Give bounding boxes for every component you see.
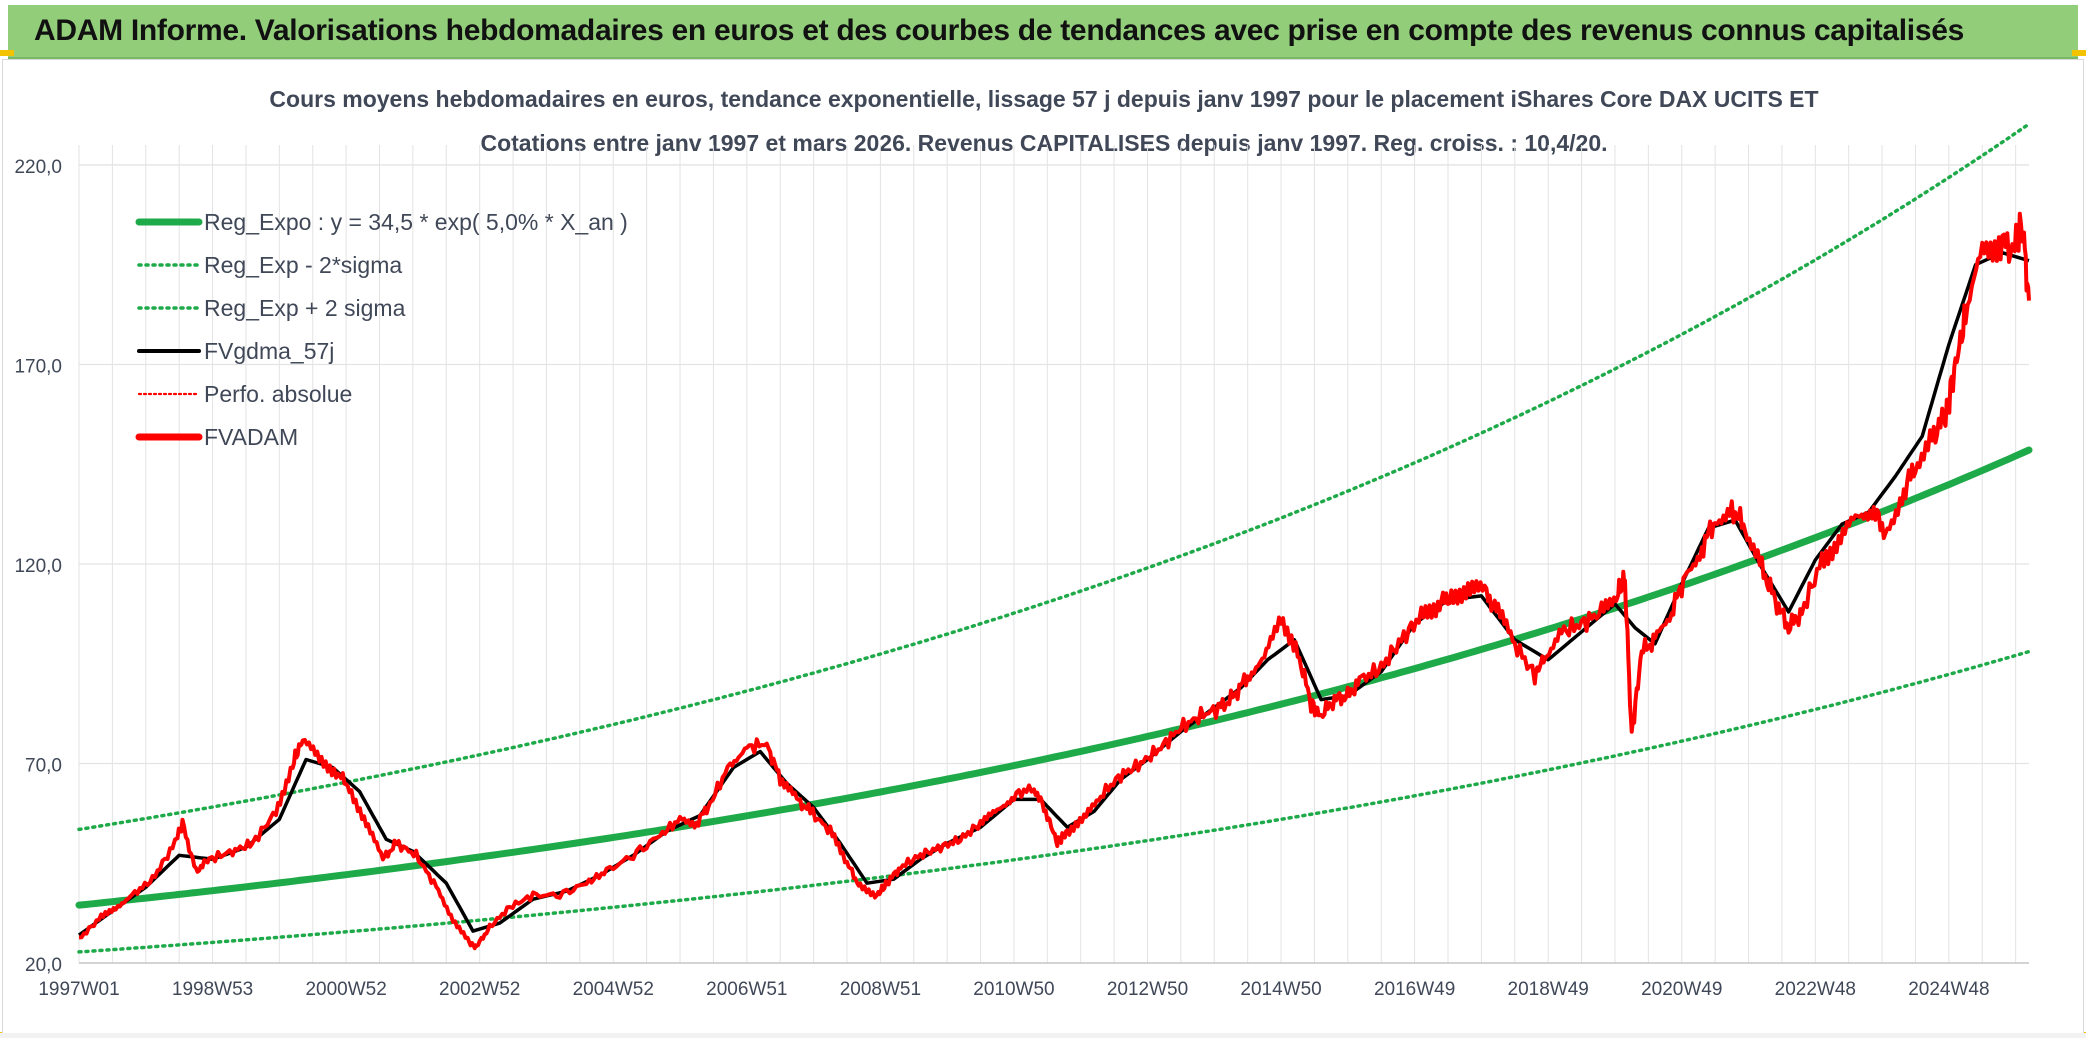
legend-label: Reg_Exp + 2 sigma [204,295,406,321]
report-title: ADAM Informe. Valorisations hebdomadaire… [34,14,1965,47]
legend-label: Perfo. absolue [204,381,352,407]
x-tick-label: 2024W48 [1908,979,1989,1000]
legend-label: Reg_Expo : y = 34,5 * exp( 5,0% * X_an ) [204,209,628,235]
x-tick-label: 2018W49 [1508,979,1589,1000]
legend-label: FVgdma_57j [204,338,334,364]
series-lines [77,211,2031,951]
x-tick-label: 2012W50 [1107,979,1188,1000]
bottom-strip [0,1033,2086,1038]
axes: 20,0 70,0 120,0 170,0 220,0 1997W01 1998W53 200… [14,157,2029,1000]
y-tick-label: 170,0 [14,356,62,377]
x-tick-label: 1997W01 [38,979,119,1000]
chart-title-line-2: Cotations entre janv 1997 et mars 2026. … [480,130,1607,156]
legend: Reg_Expo : y = 34,5 * exp( 5,0% * X_an )… [135,209,628,450]
x-tick-label: 2010W50 [973,979,1054,1000]
y-tick-label: 70,0 [25,755,62,776]
chart-title-line-1: Cours moyens hebdomadaires en euros, ten… [269,86,1818,112]
legend-label: FVADAM [204,424,298,450]
x-tick-label: 2014W50 [1240,979,1321,1000]
x-tick-label: 1998W53 [172,979,253,1000]
x-tick-label: 2000W52 [305,979,386,1000]
legend-label: Reg_Exp - 2*sigma [204,252,402,278]
x-tick-label: 2016W49 [1374,979,1455,1000]
x-tick-label: 2020W49 [1641,979,1722,1000]
corner-marker [2072,50,2086,56]
y-tick-label: 20,0 [25,955,62,976]
x-tick-label: 2022W48 [1775,979,1856,1000]
x-tick-label: 2006W51 [706,979,787,1000]
reg-expo-line [75,446,2033,909]
corner-marker [0,50,14,56]
x-tick-label: 2008W51 [840,979,921,1000]
trend-bands [75,122,2033,954]
chart-svg: Cours moyens hebdomadaires en euros, ten… [14,86,2033,1000]
chart-area: Cours moyens hebdomadaires en euros, ten… [2,59,2084,1035]
y-tick-label: 220,0 [14,157,62,178]
fvadam-line [78,211,2031,951]
reg-exp-minus-2-sigma-line [77,649,2031,954]
report-banner: ADAM Informe. Valorisations hebdomadaire… [8,5,2078,59]
x-tick-label: 2002W52 [439,979,520,1000]
reg-exp-plus-2-sigma-line [77,122,2031,832]
y-tick-label: 120,0 [14,556,62,577]
x-tick-label: 2004W52 [573,979,654,1000]
